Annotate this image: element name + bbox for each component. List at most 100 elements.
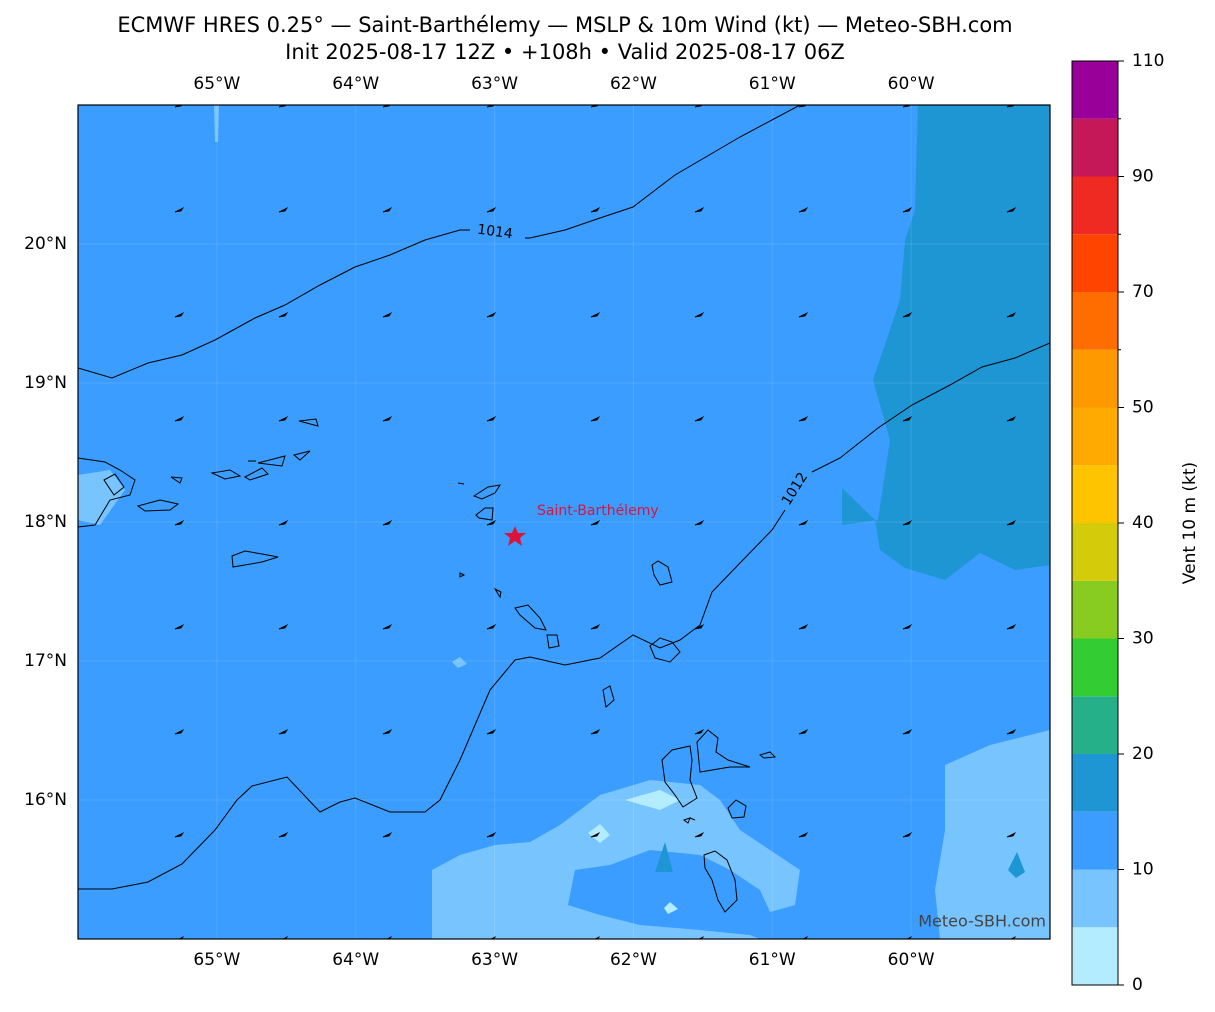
wind-barb — [382, 831, 393, 838]
coastlines — [78, 418, 777, 913]
colorbar-tick-label: 0 — [1132, 975, 1143, 995]
colorbar-segment — [1072, 407, 1118, 466]
colorbar-segment — [1072, 811, 1118, 870]
colorbar-segment — [1072, 638, 1118, 697]
colorbar-segment — [1072, 234, 1118, 292]
wind-barbs — [174, 105, 1017, 939]
colorbar-segment — [1072, 465, 1118, 523]
isobars — [78, 105, 1050, 890]
wind-barb — [902, 311, 913, 318]
wind-barb — [1006, 415, 1017, 422]
x-tick-label: 64°W — [332, 74, 379, 94]
wind-barb — [694, 415, 705, 422]
colorbar-segment — [1072, 523, 1118, 581]
wind-barb — [174, 311, 185, 318]
wind-barb — [1006, 623, 1017, 630]
x-tick-label: 60°W — [888, 74, 935, 94]
wind-barb — [694, 206, 705, 213]
wind-barb — [694, 519, 705, 526]
watermark: Meteo-SBH.com — [918, 912, 1046, 931]
wind-barb — [798, 415, 809, 422]
colorbar-segment — [1072, 118, 1118, 177]
y-tick-label: 18°N — [24, 512, 67, 532]
colorbar-segment — [1072, 176, 1118, 235]
colorbar-segment — [1072, 927, 1118, 985]
wind-barb — [1006, 831, 1017, 838]
wind-barb — [694, 831, 705, 838]
wind-barb — [278, 311, 289, 318]
colorbar-segment — [1072, 61, 1118, 119]
map-frame — [77, 104, 1051, 940]
wind-barb — [902, 831, 913, 838]
colorbar-tick-label: 50 — [1132, 398, 1154, 418]
colorbar-segment — [1072, 754, 1118, 812]
colorbar-tick-label: 20 — [1132, 744, 1154, 764]
x-tick-label: 65°W — [193, 950, 240, 970]
x-tick-label: 62°W — [610, 74, 657, 94]
colorbar-backdrop — [1058, 61, 1072, 985]
colorbar-tick-label: 70 — [1132, 282, 1154, 302]
wind-barb — [902, 415, 913, 422]
wind-barb — [174, 206, 185, 213]
wind-shading — [432, 780, 800, 939]
wind-barb — [1006, 311, 1017, 318]
x-tick-label: 62°W — [610, 950, 657, 970]
y-tick-label: 20°N — [24, 234, 67, 254]
colorbar-segment — [1072, 696, 1118, 754]
wind-barb — [798, 623, 809, 630]
wind-barb — [902, 206, 913, 213]
wind-shading — [842, 105, 1050, 580]
wind-barb — [590, 831, 601, 838]
wind-barb — [590, 519, 601, 526]
x-tick-label: 61°W — [749, 74, 796, 94]
wind-barb — [694, 728, 705, 735]
wind-barb — [278, 415, 289, 422]
wind-barb — [1006, 728, 1017, 735]
wind-barb — [798, 728, 809, 735]
colorbar-label: Vent 10 m (kt) — [1180, 462, 1200, 584]
wind-barb — [902, 728, 913, 735]
wind-shading — [78, 470, 125, 525]
title-line: ECMWF HRES 0.25° — Saint-Barthélemy — MS… — [117, 13, 1012, 37]
wind-shading — [935, 730, 1050, 939]
wind-barb — [590, 728, 601, 735]
wind-barb — [486, 206, 497, 213]
x-tick-label: 63°W — [471, 950, 518, 970]
wind-barb — [590, 311, 601, 318]
colorbar-segment — [1072, 869, 1118, 928]
wind-barb — [278, 623, 289, 630]
isobar-label: 1014 — [476, 222, 514, 243]
wind-barb — [278, 519, 289, 526]
wind-barb — [798, 206, 809, 213]
x-tick-label: 60°W — [888, 950, 935, 970]
wind-barb — [382, 206, 393, 213]
colorbar-segment — [1072, 349, 1118, 408]
wind-barb — [486, 623, 497, 630]
wind-barb — [382, 519, 393, 526]
wind-barb — [798, 311, 809, 318]
wind-barb — [486, 831, 497, 838]
map-area: 1014 1012 Saint-Barthélemy Meteo-SBH.com — [78, 105, 1050, 939]
wind-barb — [1006, 519, 1017, 526]
wind-barb — [382, 415, 393, 422]
colorbar-tick-label: 30 — [1132, 629, 1154, 649]
wind-barb — [902, 519, 913, 526]
x-tick-label: 65°W — [193, 74, 240, 94]
wind-barb — [174, 415, 185, 422]
wind-barb — [486, 519, 497, 526]
wind-barb — [486, 415, 497, 422]
colorbar-tick-label: 10 — [1132, 860, 1154, 880]
x-tick-label: 63°W — [471, 74, 518, 94]
location-marker — [504, 526, 526, 546]
wind-barb — [382, 311, 393, 318]
wind-barb — [694, 623, 705, 630]
wind-barb — [902, 623, 913, 630]
wind-barb — [382, 728, 393, 735]
wind-barb — [1006, 206, 1017, 213]
wind-barb — [174, 831, 185, 838]
wind-barb — [174, 623, 185, 630]
wind-barb — [486, 311, 497, 318]
colorbar-tick-label: 90 — [1132, 167, 1154, 187]
y-tick-label: 19°N — [24, 373, 67, 393]
